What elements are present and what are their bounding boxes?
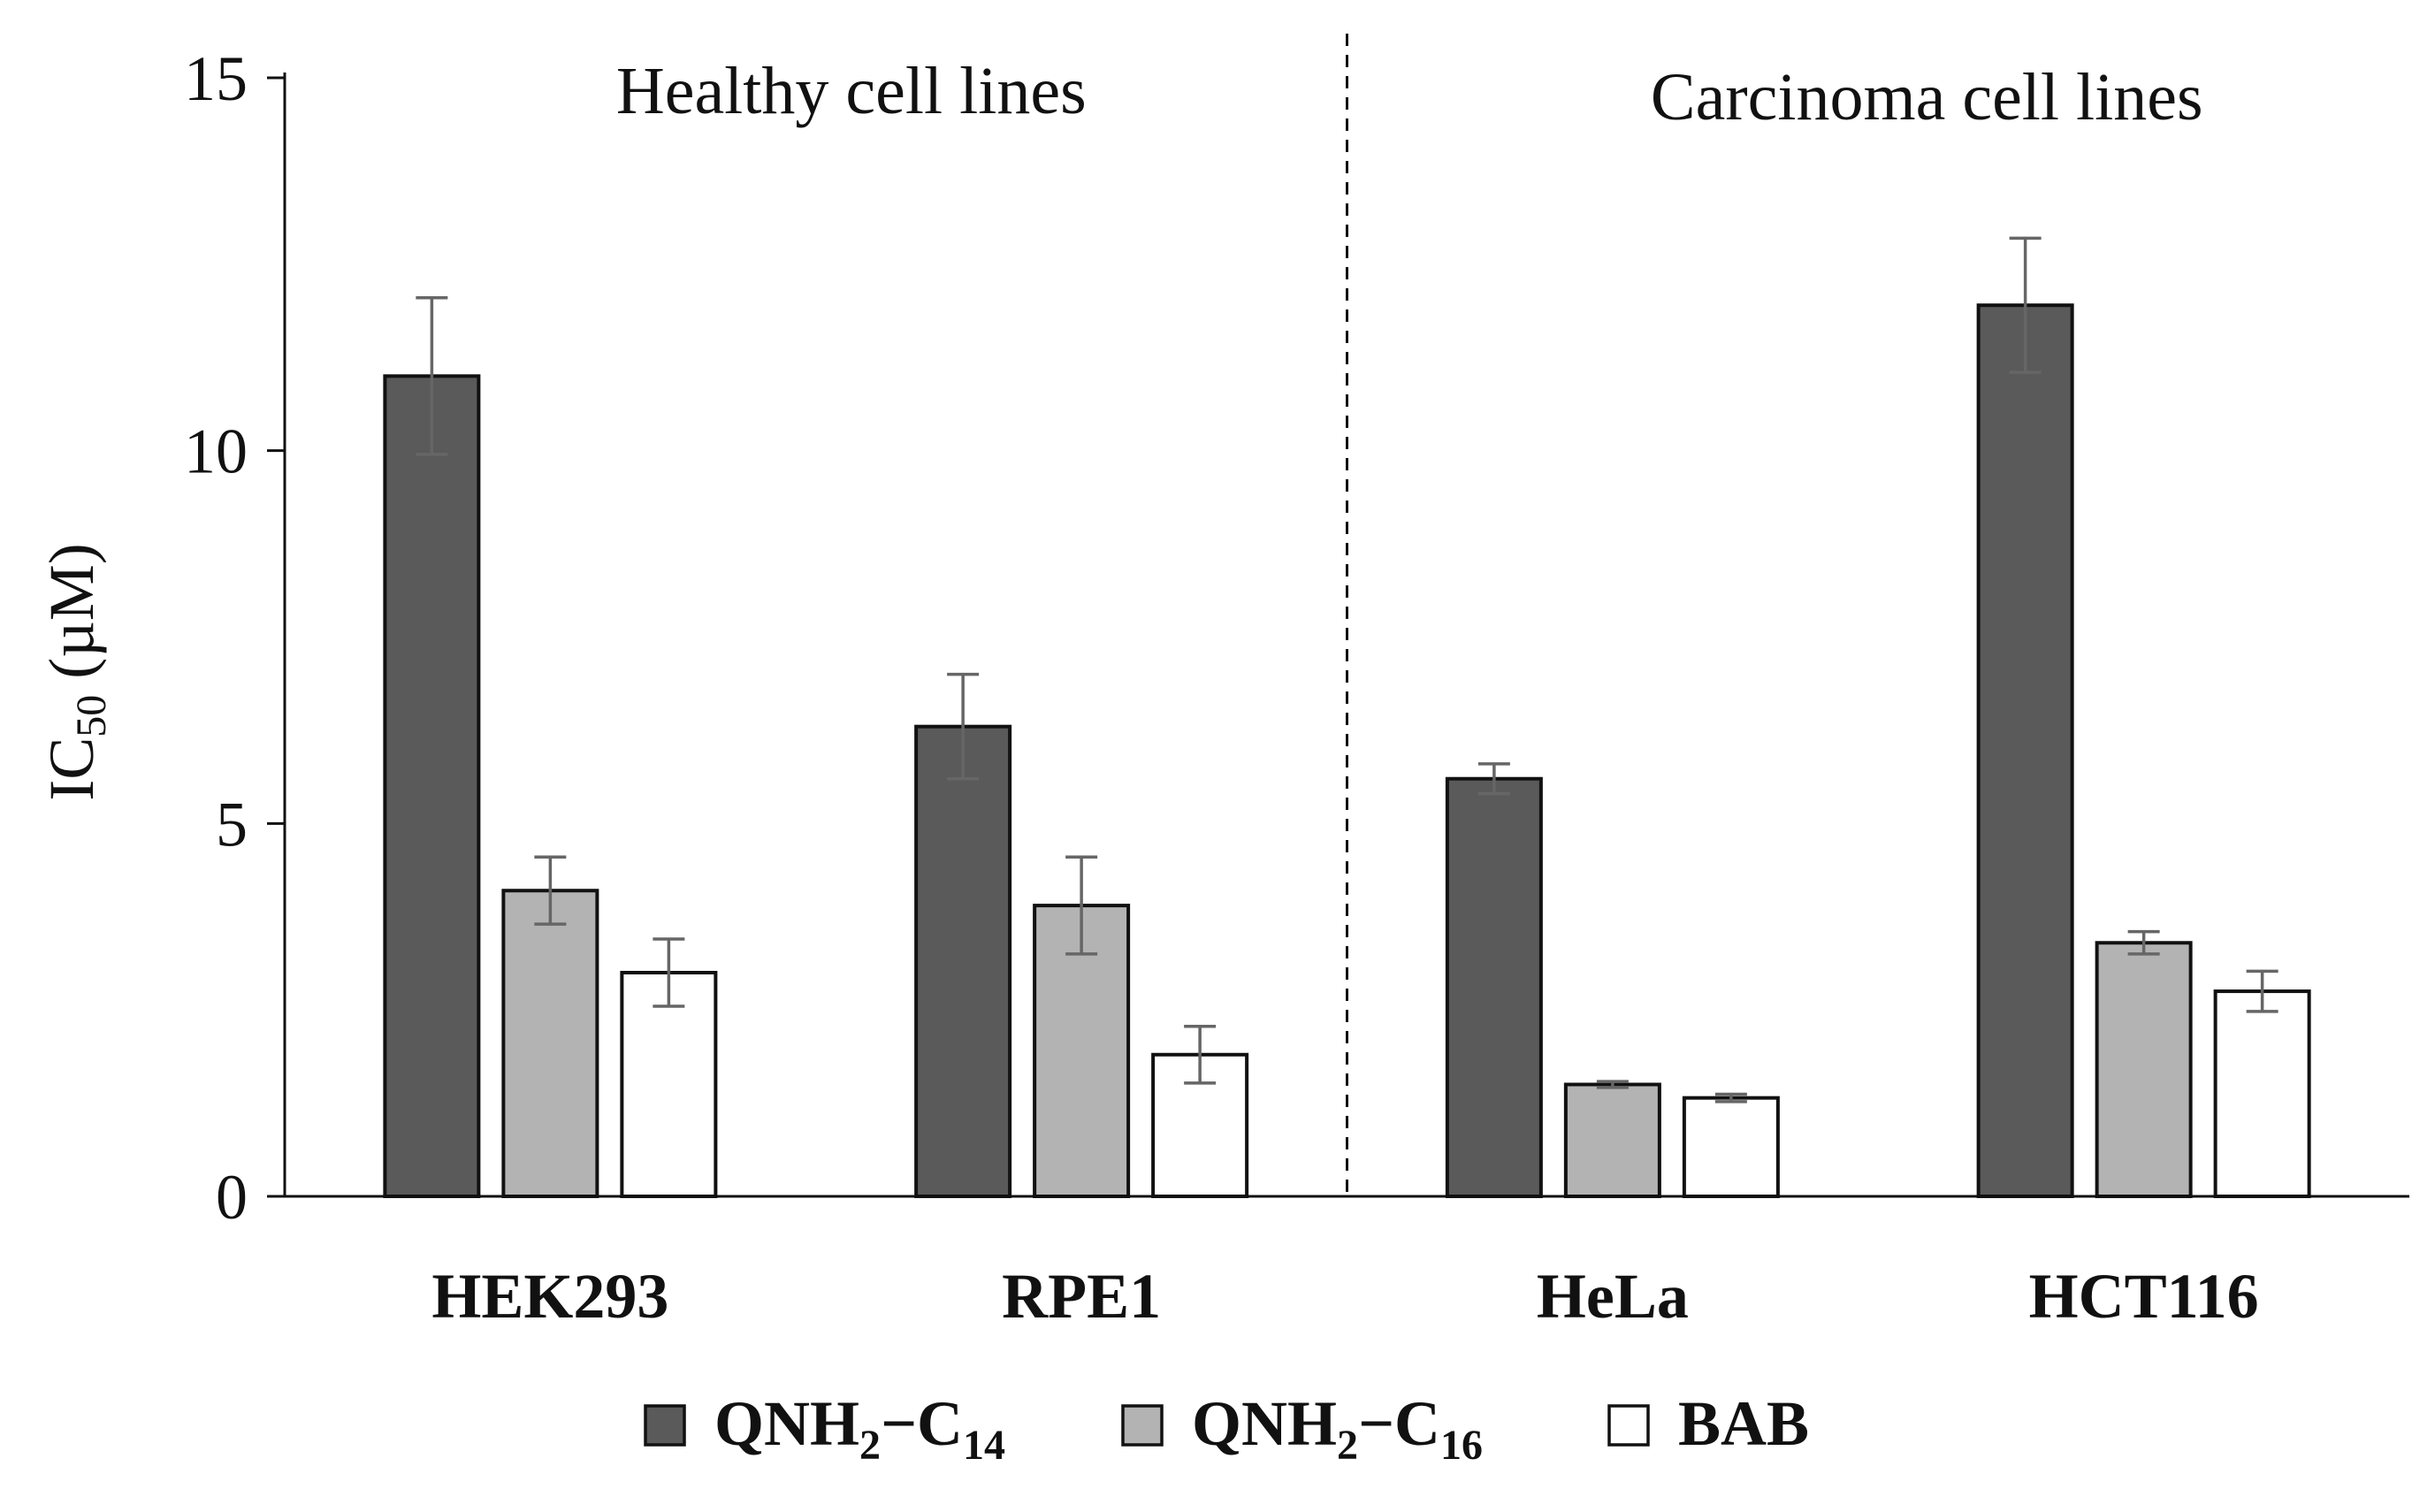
legend-swatch bbox=[644, 1404, 686, 1447]
bar bbox=[1563, 1082, 1661, 1198]
y-axis-label: IC50 (µM) bbox=[36, 543, 115, 800]
bar bbox=[2095, 941, 2193, 1199]
y-tick-label: 10 bbox=[184, 416, 248, 487]
category-label: HEK293 bbox=[431, 1261, 668, 1332]
bar bbox=[2213, 989, 2311, 1199]
bar bbox=[1976, 303, 2074, 1198]
category-label: HeLa bbox=[1537, 1261, 1689, 1332]
legend-swatch bbox=[1121, 1404, 1164, 1447]
group-label-carcinoma: Carcinoma cell lines bbox=[1651, 60, 2203, 134]
y-axis-label-main: IC bbox=[36, 737, 107, 801]
legend-label: QNH2−C14 bbox=[714, 1388, 1005, 1469]
svg-text:IC50 (µM): IC50 (µM) bbox=[36, 543, 115, 800]
bar bbox=[501, 889, 599, 1198]
y-tick-label: 5 bbox=[216, 789, 248, 859]
y-axis-label-sub: 50 bbox=[68, 695, 115, 737]
y-tick-label: 0 bbox=[216, 1162, 248, 1233]
bar bbox=[914, 724, 1012, 1198]
bar bbox=[383, 374, 481, 1199]
bar bbox=[1682, 1096, 1780, 1199]
y-tick-label: 15 bbox=[184, 43, 248, 114]
legend-label: BAB bbox=[1678, 1388, 1809, 1459]
category-label: HCT116 bbox=[2029, 1261, 2259, 1332]
category-label: RPE1 bbox=[1002, 1261, 1161, 1332]
legend-label: QNH2−C16 bbox=[1192, 1388, 1483, 1469]
legend-swatch bbox=[1607, 1404, 1650, 1447]
y-axis-label-unit: (µM) bbox=[36, 543, 107, 694]
bar bbox=[1445, 776, 1543, 1198]
group-label-healthy: Healthy cell lines bbox=[616, 54, 1087, 128]
